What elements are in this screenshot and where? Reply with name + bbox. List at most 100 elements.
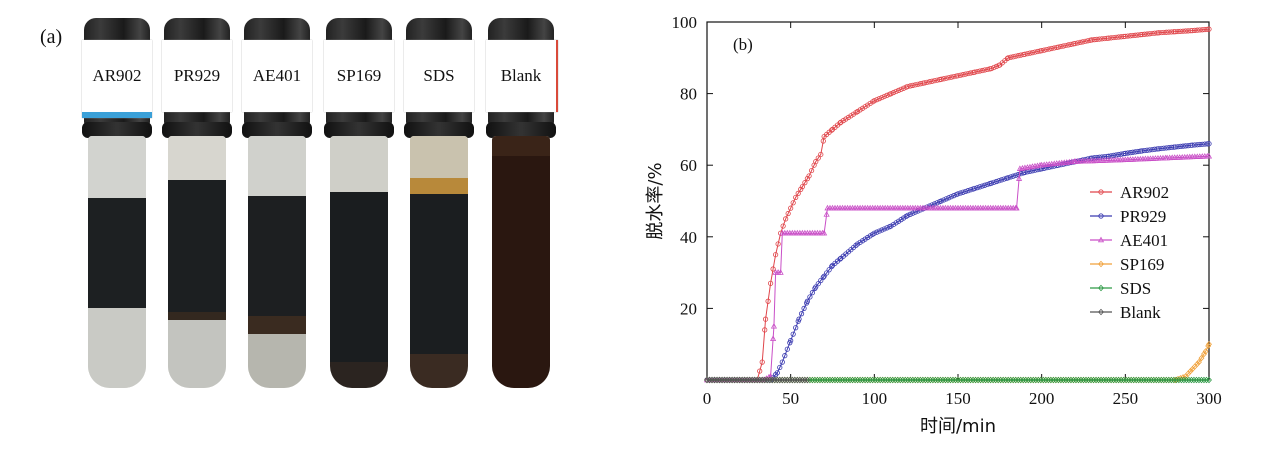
data-point-pr929	[938, 198, 944, 204]
data-point-ar902	[1163, 29, 1169, 35]
data-point-sds	[1007, 376, 1014, 384]
data-point-ar902	[888, 91, 894, 97]
vial-cap-ring	[324, 122, 394, 138]
data-point-pr929	[1192, 142, 1198, 148]
data-point-ar902	[1065, 42, 1072, 48]
data-point-sds	[809, 376, 816, 384]
data-point-ar902	[1194, 27, 1200, 33]
data-point-blank	[794, 376, 801, 384]
data-point-ar902	[1182, 28, 1189, 34]
data-point-ar902	[765, 298, 771, 304]
data-point-pr929	[804, 298, 810, 304]
vial-tube	[492, 136, 550, 388]
data-point-ar902	[1192, 27, 1198, 33]
data-point-sds	[1185, 376, 1192, 384]
data-point-pr929	[782, 353, 788, 359]
data-point-pr929	[993, 178, 1000, 185]
data-point-sds	[927, 376, 934, 384]
data-point-blank	[709, 376, 715, 384]
data-point-ar902	[818, 151, 824, 158]
data-point-sds	[857, 376, 864, 384]
data-point-sds	[1196, 376, 1202, 384]
data-point-ar902	[1149, 30, 1155, 37]
data-point-ar902	[1049, 45, 1055, 52]
data-point-ar902	[790, 200, 796, 206]
data-point-ar902	[874, 97, 880, 103]
vial-sp169: SP169	[324, 18, 394, 388]
data-point-sds	[852, 376, 859, 384]
data-point-ar902	[1130, 32, 1136, 39]
data-point-pr929	[977, 184, 983, 190]
data-point-pr929	[853, 242, 859, 248]
data-point-sds	[952, 376, 959, 384]
legend-marker-ae401	[1097, 236, 1105, 243]
data-point-ar902	[1125, 33, 1131, 39]
data-point-sds	[899, 376, 906, 384]
data-point-ar902	[1139, 31, 1145, 38]
dehydration-chart: 0 50 100 150 200 250 300 20 40 60 80 100 (b) 时间/min 脱水…	[640, 0, 1269, 456]
data-point-blank	[759, 376, 766, 384]
data-point-sds	[884, 376, 891, 384]
data-point-blank	[734, 376, 741, 384]
data-point-sds	[1050, 376, 1057, 384]
data-point-sds	[806, 376, 813, 384]
data-point-sds	[1128, 376, 1135, 384]
data-point-ar902	[1197, 27, 1203, 33]
data-point-ar902	[895, 87, 902, 93]
data-point-sds	[1015, 376, 1022, 384]
data-point-sds	[1123, 376, 1130, 384]
data-point-sds	[1118, 376, 1125, 384]
data-point-ar902	[955, 73, 961, 79]
data-point-ar902	[1008, 54, 1014, 60]
data-point-ar902	[1055, 44, 1061, 50]
data-point-blank	[804, 376, 811, 384]
data-point-sds	[1120, 376, 1127, 384]
vial-tag: SDS	[404, 40, 474, 112]
data-point-blank	[791, 376, 798, 384]
data-point-sds	[939, 376, 946, 384]
data-point-sds	[992, 376, 999, 384]
data-point-sds	[1088, 376, 1094, 384]
data-point-sds	[867, 376, 874, 384]
data-point-sds	[894, 376, 901, 384]
data-point-pr929	[837, 256, 843, 262]
legend-label-ar902: AR902	[1120, 183, 1169, 202]
vial-ar902: AR902	[82, 18, 152, 388]
data-point-ar902	[1089, 37, 1095, 43]
data-point-pr929	[881, 226, 887, 232]
data-point-ar902	[1113, 34, 1119, 40]
data-point-pr929	[943, 196, 949, 202]
data-point-sds	[1148, 376, 1155, 384]
data-point-sds	[847, 376, 854, 384]
data-point-pr929	[1141, 147, 1148, 154]
data-point-sds	[1000, 376, 1007, 384]
data-point-sds	[1145, 376, 1152, 384]
legend-label-ae401: AE401	[1120, 231, 1168, 250]
data-point-blank	[716, 376, 723, 384]
data-point-sds	[955, 376, 961, 384]
vial-tag: AE401	[242, 40, 312, 112]
data-point-ar902	[780, 223, 786, 229]
data-point-pr929	[793, 325, 799, 331]
data-point-pr929	[1172, 144, 1179, 150]
data-point-sds	[837, 376, 843, 384]
data-point-sds	[990, 376, 997, 384]
data-point-sds	[904, 376, 911, 384]
data-point-ar902	[938, 76, 944, 82]
data-point-ar902	[1156, 30, 1162, 36]
data-point-sds	[1073, 376, 1079, 384]
data-point-pr929	[957, 190, 964, 196]
liquid-layer	[168, 180, 226, 312]
data-point-pr929	[979, 183, 985, 189]
data-point-ar902	[804, 176, 810, 182]
data-point-pr929	[1139, 148, 1145, 154]
data-point-ar902	[1091, 37, 1097, 43]
data-point-sds	[1173, 376, 1180, 384]
data-point-ar902	[806, 173, 812, 179]
y-tick-label: 20	[680, 299, 697, 318]
data-point-ar902	[1005, 55, 1011, 61]
data-point-pr929	[777, 364, 783, 371]
data-point-sp169	[1202, 348, 1209, 355]
data-point-ar902	[879, 94, 885, 101]
data-point-blank	[801, 376, 808, 384]
